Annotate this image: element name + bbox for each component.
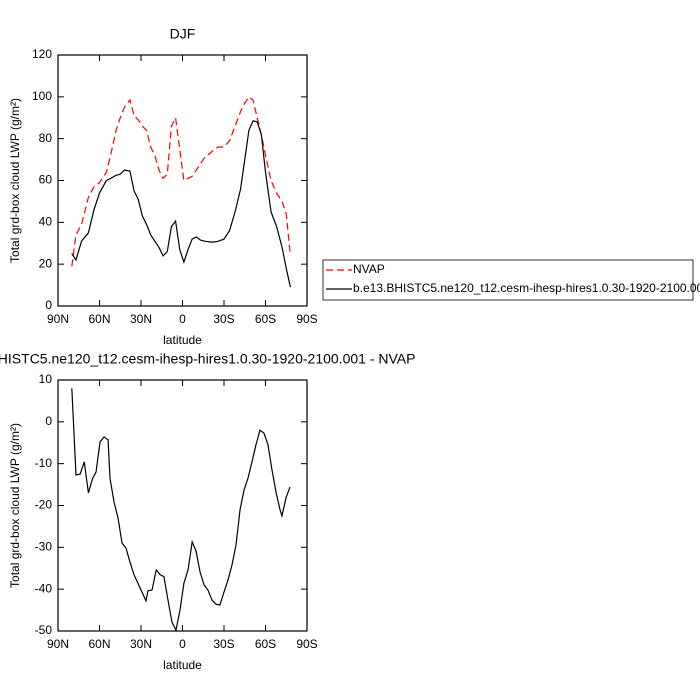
x-tick-label: 0 <box>179 312 186 326</box>
x-tick-label: 90N <box>47 312 69 326</box>
y-axis-label: Total grd-box cloud LWP (g/m²) <box>8 423 22 588</box>
y-tick-label: 120 <box>32 47 52 61</box>
legend-box <box>322 259 694 301</box>
x-tick-label: 30S <box>213 312 234 326</box>
legend-label: b.e13.BHISTC5.ne120_t12.cesm-ihesp-hires… <box>353 281 700 295</box>
y-tick-label: 80 <box>39 131 53 145</box>
x-tick-label: 60S <box>255 312 276 326</box>
x-tick-label: 90N <box>47 637 69 651</box>
x-axis-label: latitude <box>163 333 202 347</box>
chart-title: b.e13.BHISTC5.ne120_t12.cesm-ihesp-hires… <box>0 351 415 367</box>
x-tick-label: 60N <box>88 637 110 651</box>
chart-title: DJF <box>170 26 196 42</box>
x-tick-label: 0 <box>179 637 186 651</box>
y-tick-label: 20 <box>39 256 53 270</box>
x-tick-label: 30N <box>130 312 152 326</box>
legend-label: NVAP <box>353 262 385 276</box>
y-tick-label: 0 <box>45 298 52 312</box>
x-tick-label: 30N <box>130 637 152 651</box>
y-axis-label: Total grd-box cloud LWP (g/m²) <box>8 98 22 263</box>
x-tick-label: 60S <box>255 637 276 651</box>
y-tick-label: -50 <box>35 623 53 637</box>
y-tick-label: 10 <box>39 372 53 386</box>
y-tick-label: -20 <box>35 498 53 512</box>
x-tick-label: 90S <box>296 637 317 651</box>
x-tick-label: 90S <box>296 312 317 326</box>
y-tick-label: 100 <box>32 89 52 103</box>
plot-frame <box>57 54 308 307</box>
y-tick-label: 60 <box>39 173 53 187</box>
y-tick-label: -10 <box>35 456 53 470</box>
y-tick-label: -40 <box>35 581 53 595</box>
data-line <box>71 95 291 267</box>
plot-frame <box>57 379 308 632</box>
legend: NVAP b.e13.BHISTC5.ne120_t12.cesm-ihesp-h… <box>322 259 700 301</box>
data-line <box>71 388 291 632</box>
y-tick-label: 0 <box>45 414 52 428</box>
y-tick-label: -30 <box>35 540 53 554</box>
x-tick-label: 60N <box>88 312 110 326</box>
x-tick-label: 30S <box>213 637 234 651</box>
data-line <box>71 120 291 288</box>
x-axis-label: latitude <box>163 658 202 672</box>
y-tick-label: 40 <box>39 215 53 229</box>
